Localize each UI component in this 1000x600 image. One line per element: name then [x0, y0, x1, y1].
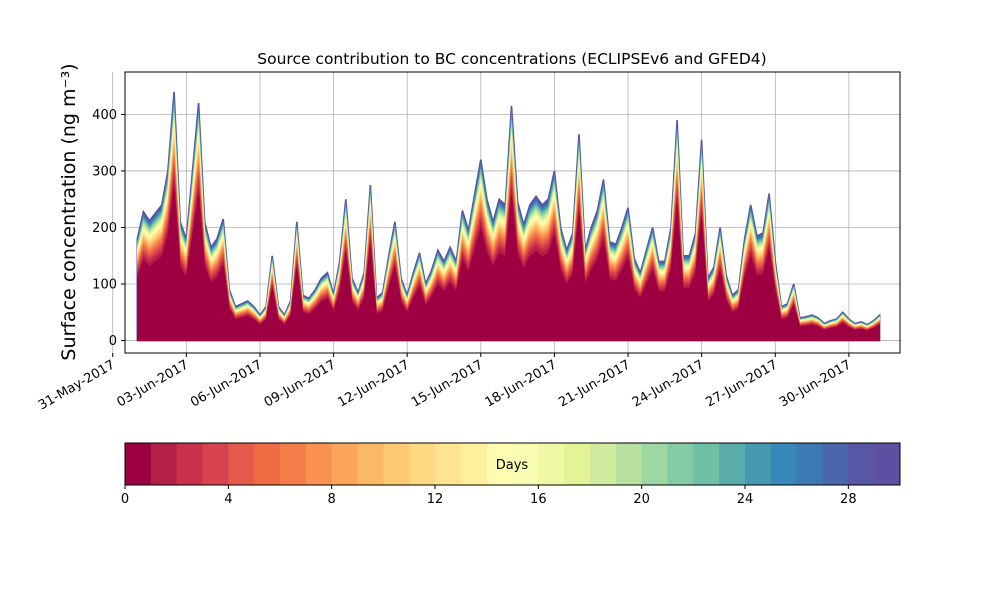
colorbar-swatch [615, 443, 643, 485]
area-series-day-1 [137, 186, 880, 341]
colorbar-swatch [822, 443, 849, 485]
stacked-area-layer [136, 91, 881, 342]
y-tick-label: 200 [92, 221, 117, 236]
colorbar-swatch [512, 443, 539, 485]
colorbar-swatch [435, 443, 462, 485]
colorbar-swatch [305, 443, 333, 485]
colorbar-swatch [796, 443, 823, 485]
colorbar-swatch [590, 443, 617, 485]
colorbar-swatch [667, 443, 694, 485]
y-tick-label: 400 [92, 108, 117, 123]
colorbar-swatches [125, 443, 901, 485]
colorbar-swatch [564, 443, 591, 485]
colorbar-swatch [693, 443, 720, 485]
colorbar-swatch [228, 443, 255, 485]
colorbar-tick-label: 12 [427, 492, 444, 507]
colorbar-swatch [254, 443, 281, 485]
colorbar-swatch [641, 443, 668, 485]
y-axis-label: Surface concentration (ng m⁻³) [58, 63, 80, 360]
colorbar: Days 0 4 8 12 16 20 24 28 [121, 442, 901, 507]
colorbar-tick-label: 24 [737, 492, 754, 507]
colorbar-swatch [125, 443, 152, 485]
plot-frame [124, 71, 901, 354]
colorbar-swatch [409, 443, 436, 485]
colorbar-ticks: 0 4 8 12 16 20 24 28 [121, 485, 857, 507]
colorbar-tick-label: 16 [530, 492, 547, 507]
colorbar-swatch [874, 443, 901, 485]
chart-title: Source contribution to BC concentrations… [257, 50, 766, 68]
colorbar-swatch [460, 443, 488, 485]
colorbar-label: Days [496, 458, 529, 473]
colorbar-swatch [150, 443, 178, 485]
colorbar-swatch [745, 443, 772, 485]
colorbar-swatch [770, 443, 798, 485]
y-tick-label: 300 [92, 164, 117, 179]
colorbar-tick-label: 20 [633, 492, 650, 507]
colorbar-tick-label: 0 [121, 492, 129, 507]
colorbar-tick-label: 8 [328, 492, 336, 507]
colorbar-tick-label: 4 [224, 492, 232, 507]
colorbar-swatch [538, 443, 565, 485]
y-axis: 0 100 200 300 400 [92, 108, 125, 349]
colorbar-swatch [486, 443, 513, 485]
colorbar-swatch [848, 443, 875, 485]
colorbar-tick-label: 28 [840, 492, 857, 507]
colorbar-swatch [202, 443, 229, 485]
y-tick-label: 0 [109, 334, 117, 349]
y-tick-label: 100 [92, 278, 117, 293]
colorbar-swatch [280, 443, 307, 485]
plot-area: 31-May-201703-Jun-201706-Jun-201709-Jun-… [36, 71, 901, 413]
colorbar-swatch [383, 443, 410, 485]
colorbar-swatch [176, 443, 203, 485]
colorbar-swatch [719, 443, 746, 485]
colorbar-swatch [357, 443, 384, 485]
colorbar-frame [124, 442, 901, 486]
colorbar-swatch [331, 443, 358, 485]
